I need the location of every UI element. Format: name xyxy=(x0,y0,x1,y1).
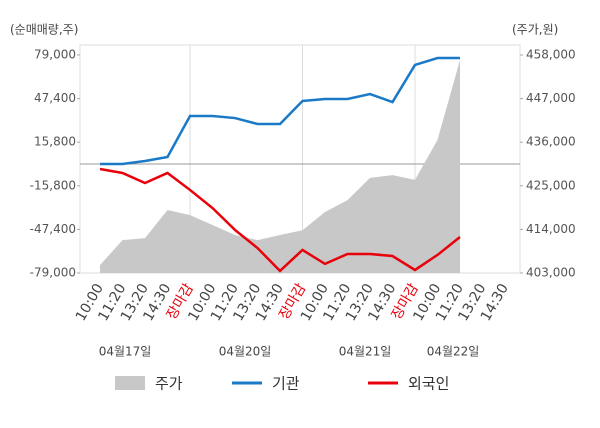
price-area xyxy=(100,60,460,274)
y-axis-label: (순매매량,주) xyxy=(10,23,78,37)
series-line xyxy=(99,167,461,273)
y-tick-label: 15,800 xyxy=(34,135,76,149)
y2-tick-label: 403,000 xyxy=(526,266,576,280)
date-label: 04월20일 xyxy=(219,345,272,359)
y-tick-label: -47,400 xyxy=(30,222,76,236)
y2-tick-label: 447,000 xyxy=(526,91,576,105)
legend-swatch xyxy=(115,376,145,390)
legend-label: 기관 xyxy=(272,375,300,393)
date-label: 04월22일 xyxy=(427,345,480,359)
series-line xyxy=(100,56,460,166)
y-tick-label: 79,000 xyxy=(34,48,76,62)
legend-label: 주가 xyxy=(155,375,183,393)
legend-label: 외국인 xyxy=(408,375,449,393)
y-tick-label: -79,000 xyxy=(30,266,76,280)
y2-tick-label: 414,000 xyxy=(526,222,576,236)
y2-tick-label: 458,000 xyxy=(526,48,576,62)
y2-tick-label: 436,000 xyxy=(526,135,576,149)
y-tick-label: -15,800 xyxy=(30,178,76,192)
y2-axis-label: (주가,원) xyxy=(512,23,558,37)
date-label: 04월17일 xyxy=(99,345,152,359)
y-tick-label: 47,400 xyxy=(34,91,76,105)
date-label: 04월21일 xyxy=(339,345,392,359)
y2-tick-label: 425,000 xyxy=(526,178,576,192)
